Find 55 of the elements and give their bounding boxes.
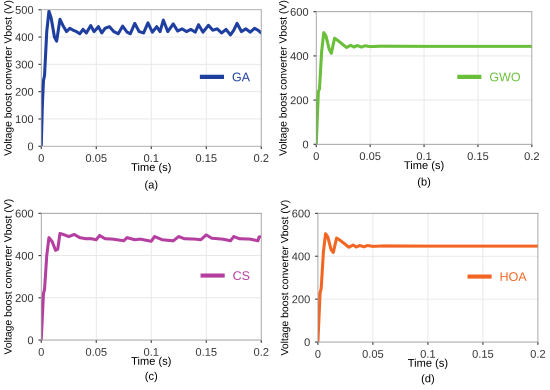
text: (a) [145, 180, 158, 191]
x-tick-label: 0.2 [524, 152, 540, 160]
x-tick-label: 0.05 [362, 350, 384, 358]
y-tick-label: 200 [292, 295, 310, 304]
y-tick-label: 400 [15, 252, 34, 260]
y-axis-title: Voltage boost converter Vbost (V) [4, 0, 14, 156]
y-tick-label: 0 [304, 338, 310, 346]
x-tick-label: 0.05 [86, 348, 107, 356]
text: (d) [422, 374, 434, 385]
text: (b) [418, 177, 430, 188]
y-tick-label: 200 [290, 96, 308, 104]
x-axis-title: Time (s) [408, 358, 448, 369]
y-tick-label: 300 [16, 60, 34, 68]
x-tick-label: 0.2 [530, 350, 546, 358]
legend-label: HOA [500, 272, 527, 282]
x-axis-title: Time (s) [131, 162, 171, 174]
x-tick-label: 0.1 [144, 154, 158, 162]
x-tick-label: 0.05 [360, 152, 380, 160]
x-tick-label: 0.2 [254, 348, 268, 356]
y-tick-label: 600 [292, 210, 310, 218]
y-tick-label: 400 [15, 33, 34, 42]
y-tick-label: 200 [16, 294, 34, 302]
x-axis-title: Time (s) [131, 356, 171, 368]
x-tick-label: 0 [38, 154, 44, 162]
y-tick-label: 100 [16, 115, 34, 124]
x-tick-label: 0.1 [420, 350, 436, 358]
line-series [41, 10, 262, 146]
y-tick-label: 500 [16, 6, 34, 14]
y-tick-label: 400 [290, 52, 308, 60]
y-tick-label: 0 [28, 336, 34, 344]
x-tick-label: 0.15 [196, 154, 217, 162]
x-tick-label: 0 [314, 152, 319, 160]
y-axis-title: Voltage boost converter Vbost (V) [280, 200, 290, 356]
y-axis-title: Voltage boost converter Vbost (V) [278, 0, 289, 156]
y-axis-title: Voltage boost converter Vbost (V) [4, 199, 14, 355]
legend-label: GA [232, 72, 250, 82]
x-tick-label: 0.15 [472, 350, 494, 358]
y-tick-label: 0 [302, 140, 308, 148]
y-tick-label: 400 [292, 252, 310, 260]
x-tick-label: 0.1 [144, 348, 158, 356]
y-tick-label: 600 [16, 210, 34, 218]
legend-label: CS [233, 271, 250, 280]
legend-label: GWO [490, 72, 520, 82]
x-axis-title: Time (s) [404, 160, 444, 172]
x-tick-label: 0.05 [86, 154, 107, 162]
text: (c) [145, 372, 158, 382]
x-tick-label: 0.2 [254, 154, 268, 162]
x-tick-label: 0 [38, 348, 44, 356]
y-tick-label: 600 [290, 8, 308, 16]
x-tick-label: 0.15 [468, 152, 488, 160]
x-tick-label: 0.1 [416, 152, 432, 160]
y-tick-label: 200 [16, 88, 34, 96]
y-tick-label: 0 [28, 142, 34, 150]
x-tick-label: 0 [315, 350, 321, 358]
x-tick-label: 0.15 [196, 348, 217, 356]
